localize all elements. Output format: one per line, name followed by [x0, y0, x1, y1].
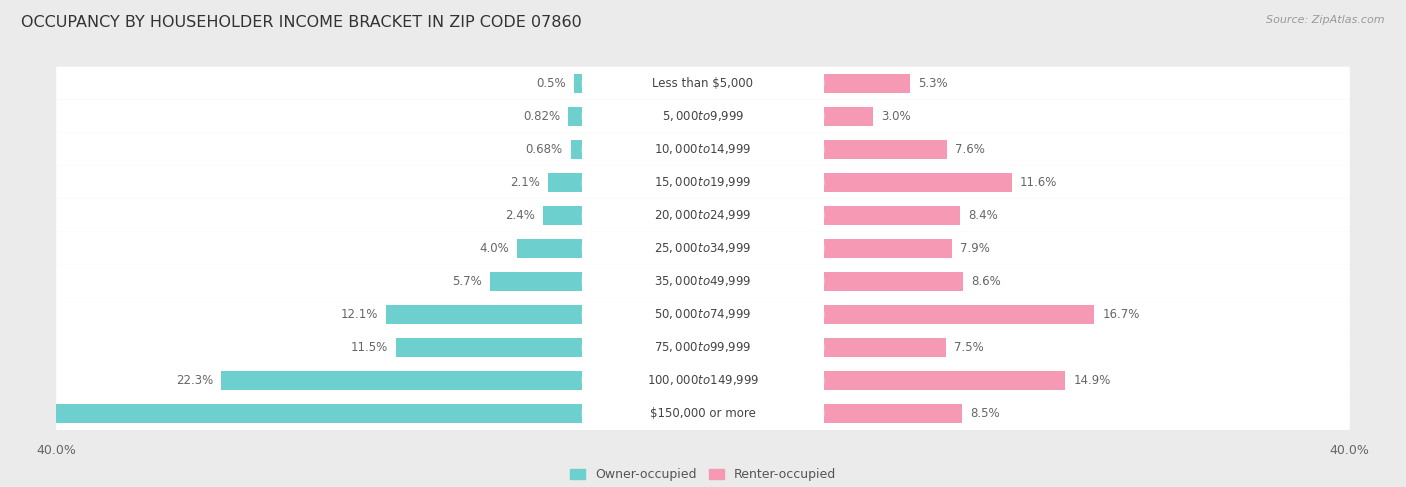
FancyBboxPatch shape: [582, 235, 824, 262]
Text: 11.6%: 11.6%: [1019, 176, 1057, 189]
Text: 7.9%: 7.9%: [960, 242, 990, 255]
Bar: [824, 305, 1094, 324]
Bar: [0, 404, 582, 423]
FancyBboxPatch shape: [582, 334, 824, 361]
Text: $100,000 to $149,999: $100,000 to $149,999: [647, 374, 759, 388]
Bar: [824, 107, 873, 126]
Bar: [824, 338, 946, 357]
FancyBboxPatch shape: [582, 268, 824, 295]
Text: 7.5%: 7.5%: [953, 341, 983, 354]
Text: Less than $5,000: Less than $5,000: [652, 77, 754, 90]
Text: 5.3%: 5.3%: [918, 77, 948, 90]
FancyBboxPatch shape: [582, 400, 824, 427]
Text: 0.82%: 0.82%: [523, 110, 561, 123]
Text: $35,000 to $49,999: $35,000 to $49,999: [654, 274, 752, 288]
Text: 4.0%: 4.0%: [479, 242, 509, 255]
Text: 12.1%: 12.1%: [340, 308, 378, 321]
FancyBboxPatch shape: [56, 265, 1350, 298]
FancyBboxPatch shape: [56, 67, 1350, 100]
Bar: [824, 140, 948, 159]
FancyBboxPatch shape: [582, 301, 824, 328]
Bar: [548, 173, 582, 192]
FancyBboxPatch shape: [56, 232, 1350, 265]
FancyBboxPatch shape: [56, 331, 1350, 364]
Bar: [824, 371, 1066, 390]
FancyBboxPatch shape: [582, 136, 824, 163]
Text: $10,000 to $14,999: $10,000 to $14,999: [654, 142, 752, 156]
Text: Source: ZipAtlas.com: Source: ZipAtlas.com: [1267, 15, 1385, 25]
Text: 8.6%: 8.6%: [972, 275, 1001, 288]
FancyBboxPatch shape: [582, 367, 824, 394]
Bar: [824, 272, 963, 291]
Text: $75,000 to $99,999: $75,000 to $99,999: [654, 340, 752, 355]
Text: 11.5%: 11.5%: [350, 341, 388, 354]
Text: $15,000 to $19,999: $15,000 to $19,999: [654, 175, 752, 189]
FancyBboxPatch shape: [56, 364, 1350, 397]
FancyBboxPatch shape: [582, 169, 824, 196]
FancyBboxPatch shape: [582, 70, 824, 97]
FancyBboxPatch shape: [56, 397, 1350, 430]
Bar: [387, 305, 582, 324]
Text: 2.1%: 2.1%: [510, 176, 540, 189]
Bar: [517, 239, 582, 258]
Text: $150,000 or more: $150,000 or more: [650, 407, 756, 420]
Text: 16.7%: 16.7%: [1102, 308, 1140, 321]
FancyBboxPatch shape: [582, 202, 824, 229]
FancyBboxPatch shape: [56, 298, 1350, 331]
Text: 14.9%: 14.9%: [1073, 374, 1111, 387]
Bar: [396, 338, 582, 357]
Bar: [489, 272, 582, 291]
Text: OCCUPANCY BY HOUSEHOLDER INCOME BRACKET IN ZIP CODE 07860: OCCUPANCY BY HOUSEHOLDER INCOME BRACKET …: [21, 15, 582, 30]
Bar: [824, 74, 910, 93]
FancyBboxPatch shape: [56, 100, 1350, 133]
Text: 8.5%: 8.5%: [970, 407, 1000, 420]
Text: 2.4%: 2.4%: [505, 209, 534, 222]
Legend: Owner-occupied, Renter-occupied: Owner-occupied, Renter-occupied: [569, 468, 837, 482]
FancyBboxPatch shape: [582, 103, 824, 130]
Text: $25,000 to $34,999: $25,000 to $34,999: [654, 242, 752, 255]
FancyBboxPatch shape: [56, 133, 1350, 166]
Text: 0.68%: 0.68%: [526, 143, 562, 156]
Text: 5.7%: 5.7%: [451, 275, 481, 288]
Text: $50,000 to $74,999: $50,000 to $74,999: [654, 307, 752, 321]
Bar: [221, 371, 582, 390]
Text: $5,000 to $9,999: $5,000 to $9,999: [662, 109, 744, 123]
Bar: [824, 206, 960, 225]
Text: 8.4%: 8.4%: [969, 209, 998, 222]
Bar: [824, 239, 952, 258]
Bar: [571, 140, 582, 159]
Bar: [543, 206, 582, 225]
Bar: [824, 173, 1012, 192]
Text: $20,000 to $24,999: $20,000 to $24,999: [654, 208, 752, 223]
Text: 7.6%: 7.6%: [955, 143, 986, 156]
Bar: [824, 404, 962, 423]
Text: 0.5%: 0.5%: [536, 77, 565, 90]
Text: 3.0%: 3.0%: [880, 110, 911, 123]
Bar: [568, 107, 582, 126]
Bar: [574, 74, 582, 93]
Text: 22.3%: 22.3%: [176, 374, 214, 387]
FancyBboxPatch shape: [56, 166, 1350, 199]
FancyBboxPatch shape: [56, 199, 1350, 232]
